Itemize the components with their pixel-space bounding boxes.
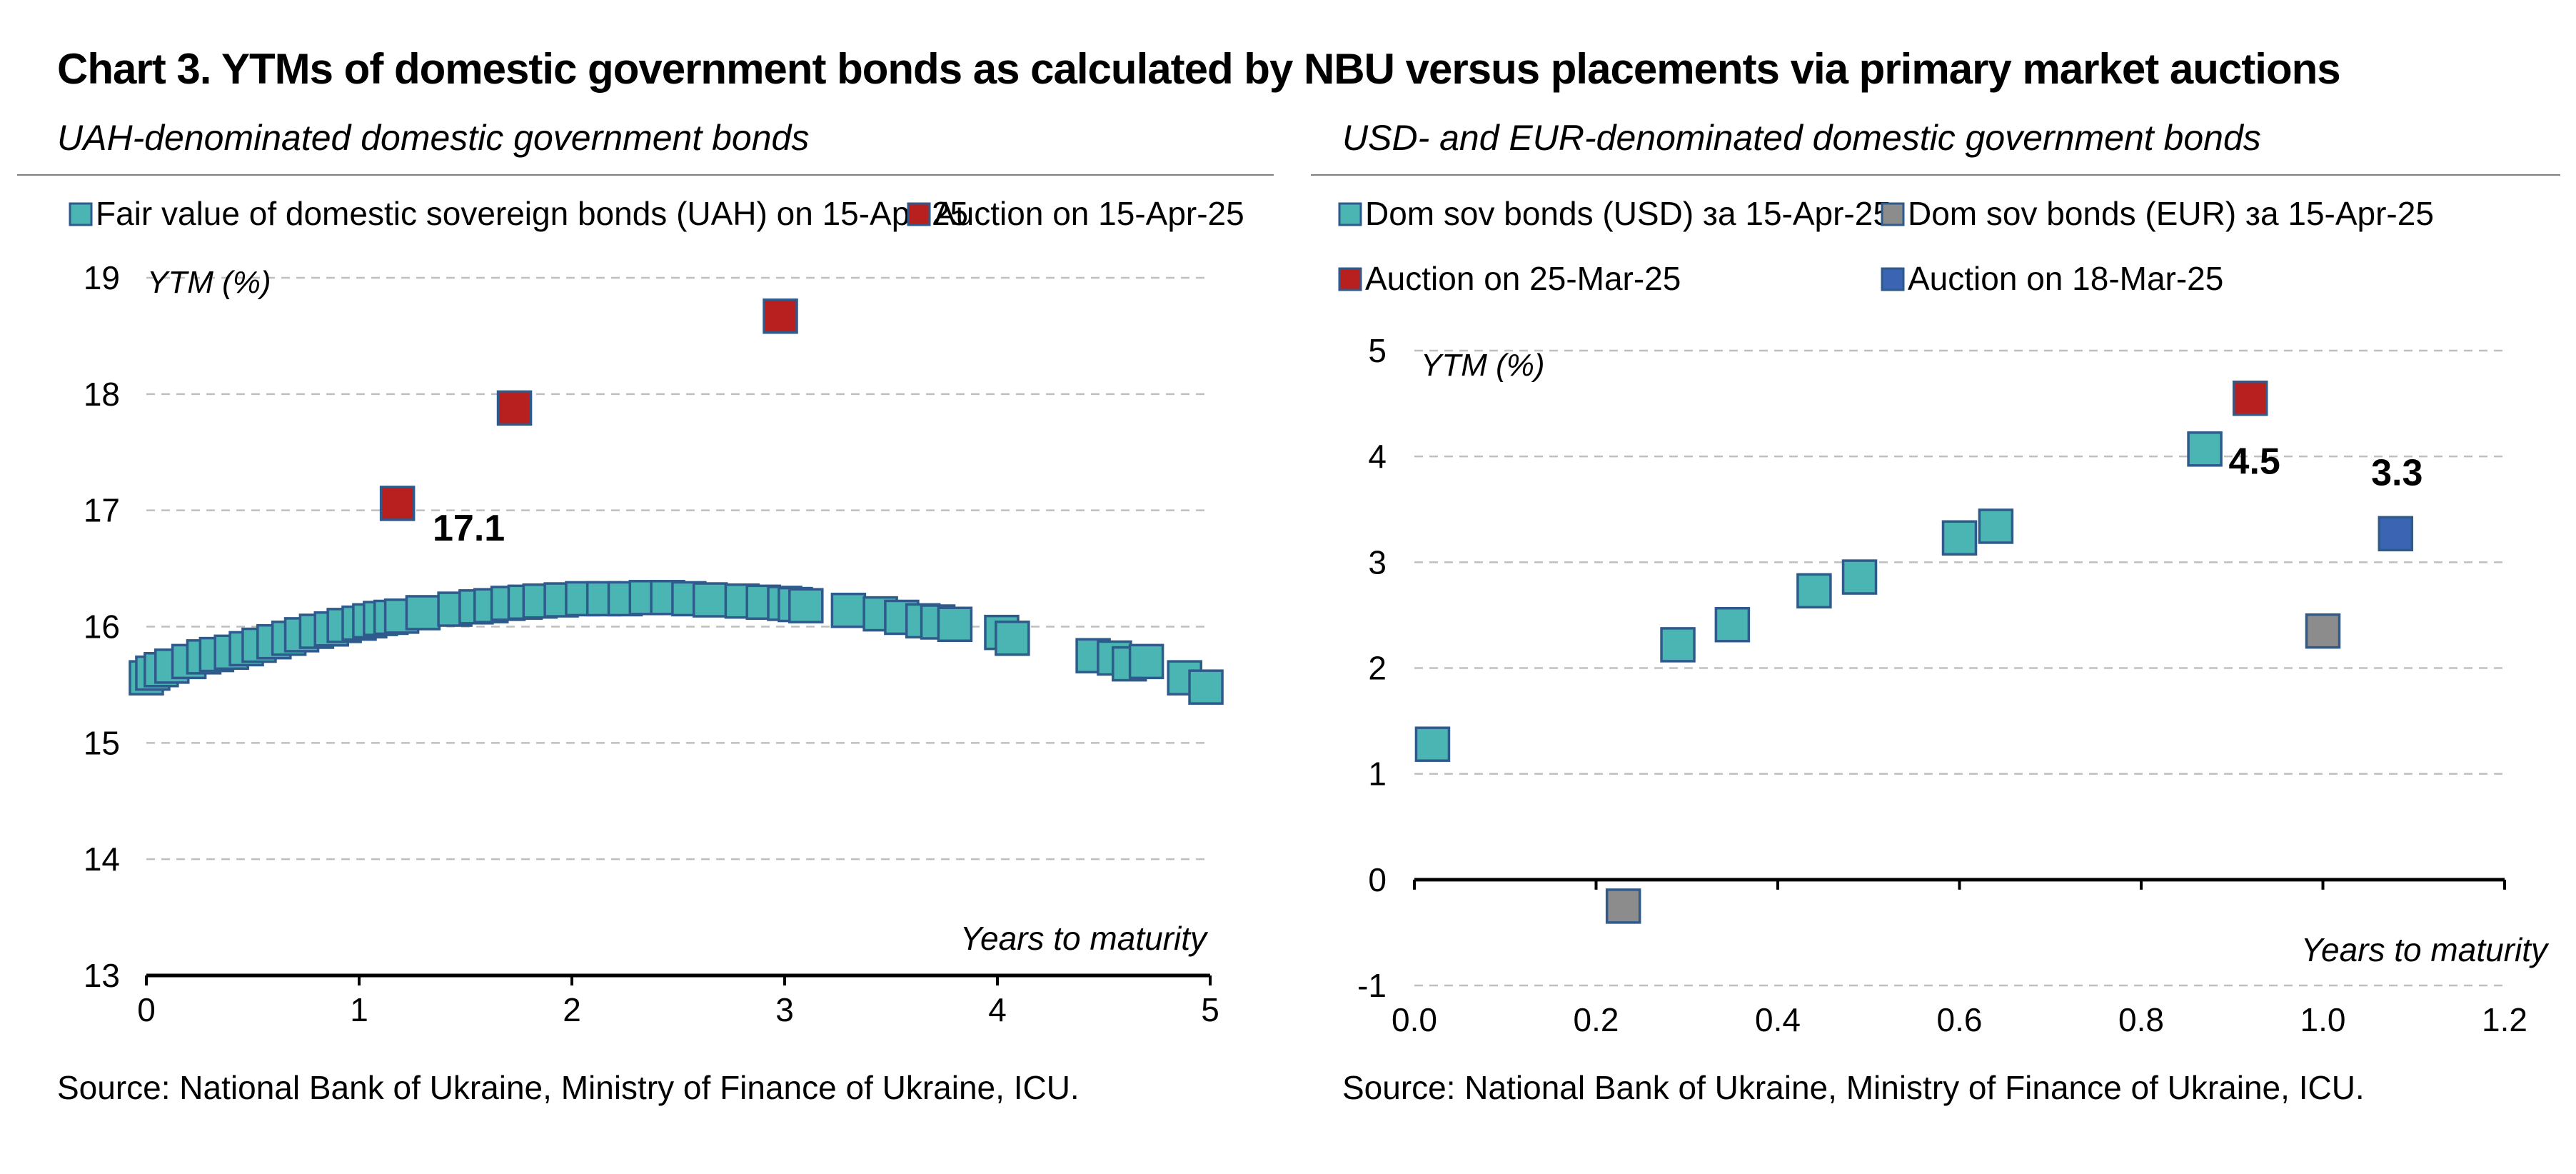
y-tick-label: 2 xyxy=(1368,650,1387,687)
left-scatter-chart: 13 14 15 16 17 18 19 0 1 2 3 4 5 YTM (%) Years to matu… xyxy=(69,195,1244,1028)
y-tick-label: 17 xyxy=(84,492,120,529)
x-tick-label: 0.4 xyxy=(1755,1001,1801,1038)
data-label: 17.1 xyxy=(433,508,505,549)
legend-label: Auction on 15-Apr-25 xyxy=(934,195,1244,232)
y-tick-label: 13 xyxy=(84,957,120,994)
legend-label: Dom sov bonds (USD) за 15-Apr-25 xyxy=(1365,195,1891,232)
y-tick-label: 16 xyxy=(84,608,120,646)
y-tick-label: 1 xyxy=(1368,756,1387,793)
data-point xyxy=(1128,643,1164,680)
legend-marker xyxy=(1338,202,1362,226)
x-tick-label: 3 xyxy=(775,991,794,1028)
x-tick-label: 5 xyxy=(1201,991,1219,1028)
right-header-rule xyxy=(1311,174,2560,176)
left-header-rule xyxy=(17,174,1274,176)
y-tick-label: 5 xyxy=(1368,332,1387,369)
right-chart-subtitle: USD- and EUR-denominated domestic govern… xyxy=(1342,118,2261,158)
data-point xyxy=(2305,613,2341,649)
x-tick-label: 1.0 xyxy=(2300,1001,2346,1038)
x-tick-label: 0.0 xyxy=(1392,1001,1437,1038)
y-axis-title: YTM (%) xyxy=(1421,348,1545,383)
x-tick-label: 1 xyxy=(350,991,368,1028)
y-tick-label: 4 xyxy=(1368,438,1387,475)
legend-marker xyxy=(69,202,93,226)
data-point xyxy=(1188,669,1224,705)
x-axis-title: Years to maturity xyxy=(960,920,1209,957)
x-tick-label: 0.8 xyxy=(2118,1001,2164,1038)
y-tick-label: 14 xyxy=(84,841,120,878)
legend-label: Dom sov bonds (EUR) за 15-Apr-25 xyxy=(1908,195,2434,232)
data-point xyxy=(937,606,973,642)
x-axis-title: Years to maturity xyxy=(2301,931,2550,968)
data-point xyxy=(830,592,867,628)
data-point xyxy=(788,588,824,623)
x-tick-label: 4 xyxy=(988,991,1007,1028)
legend-label: Fair value of domestic sovereign bonds (… xyxy=(96,195,968,232)
x-tick-label: 2 xyxy=(563,991,581,1028)
data-point xyxy=(1605,888,1641,924)
data-point xyxy=(1796,573,1832,609)
x-tick-label: 0.6 xyxy=(1937,1001,1983,1038)
data-point xyxy=(2232,380,2268,416)
data-point xyxy=(1414,726,1451,762)
legend-label: Auction on 25-Mar-25 xyxy=(1365,260,1681,297)
y-tick-label: -1 xyxy=(1357,967,1387,1004)
data-point xyxy=(379,486,416,521)
data-point xyxy=(405,595,441,631)
data-label: 4.5 xyxy=(2229,441,2280,483)
x-tick-label: 0.2 xyxy=(1574,1001,1619,1038)
chart-title: Chart 3. YTMs of domestic government bon… xyxy=(57,45,2341,93)
y-axis-title: YTM (%) xyxy=(147,265,271,300)
y-tick-label: 19 xyxy=(84,259,120,296)
data-point xyxy=(692,582,728,618)
data-point xyxy=(1714,607,1751,643)
y-tick-label: 15 xyxy=(84,724,120,761)
left-chart-subtitle: UAH-denominated domestic government bond… xyxy=(57,118,810,158)
right-scatter-chart: -1 0 1 2 3 4 5 0.0 0.2 0.4 0.6 0.8 1.0 1.2 YTM (%) Year… xyxy=(1338,195,2550,1038)
x-tick-label: 0 xyxy=(137,991,156,1028)
data-point xyxy=(496,390,533,426)
legend-marker xyxy=(1881,267,1905,291)
legend-label: Auction on 18-Mar-25 xyxy=(1908,260,2223,297)
data-point xyxy=(763,298,798,334)
data-point xyxy=(1841,559,1878,595)
y-tick-label: 18 xyxy=(84,376,120,413)
right-source-note: Source: National Bank of Ukraine, Minist… xyxy=(1342,1069,2365,1106)
data-point xyxy=(2187,431,2223,467)
data-point xyxy=(995,621,1030,656)
legend-marker xyxy=(1881,202,1905,226)
y-tick-label: 0 xyxy=(1368,861,1387,898)
data-point xyxy=(1941,520,1978,556)
data-point xyxy=(2378,516,2414,552)
left-source-note: Source: National Bank of Ukraine, Minist… xyxy=(57,1069,1080,1106)
legend-marker xyxy=(907,202,931,226)
data-point xyxy=(1660,627,1696,663)
legend-marker xyxy=(1338,267,1362,291)
data-point xyxy=(1978,508,2014,544)
y-tick-label: 3 xyxy=(1368,543,1387,581)
data-label: 3.3 xyxy=(2371,452,2422,493)
x-tick-label: 1.2 xyxy=(2482,1001,2527,1038)
